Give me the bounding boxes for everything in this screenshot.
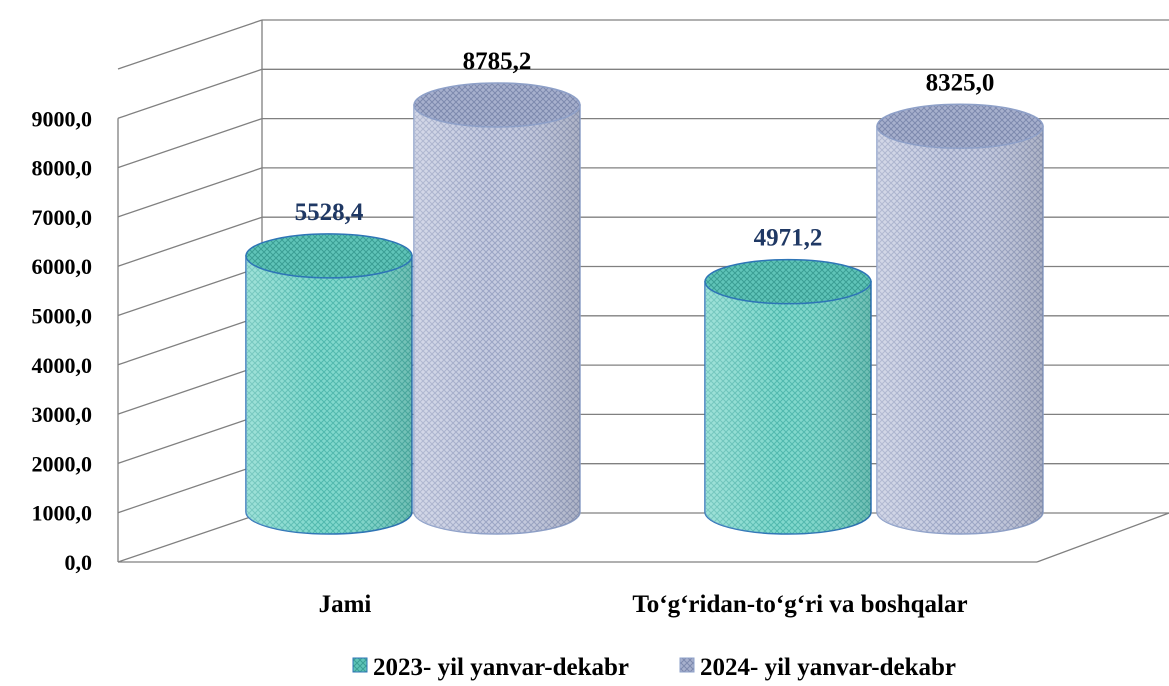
legend: 2023- yil yanvar-dekabr 2024- yil yanvar-… xyxy=(352,654,956,681)
gridline-side xyxy=(117,512,263,563)
gridline-side xyxy=(117,364,263,415)
data-label: 5528,4 xyxy=(295,199,364,226)
gridline-side xyxy=(117,413,263,465)
data-labels: 5528,4 4971,2 8785,2 8325,0 xyxy=(295,48,995,252)
legend-label: 2024- yil yanvar-dekabr xyxy=(700,654,956,681)
bar-2024-1 xyxy=(876,103,1044,535)
gridline-side xyxy=(117,68,263,119)
y-tick-label: 6000,0 xyxy=(32,254,93,279)
x-axis-categories: Jami To‘g‘ridan-to‘g‘ri va boshqalar xyxy=(319,591,968,618)
floor-right-edge xyxy=(1036,512,1169,563)
y-tick-label: 8000,0 xyxy=(32,156,93,181)
y-tick-label: 1000,0 xyxy=(32,501,93,526)
gridline-side xyxy=(117,117,263,169)
gridline-side xyxy=(117,167,263,218)
bar-2024-0 xyxy=(413,82,581,535)
legend-item: 2023- yil yanvar-dekabr xyxy=(352,654,629,681)
data-label: 8785,2 xyxy=(463,48,532,75)
y-tick-label: 5000,0 xyxy=(32,304,93,329)
bar-2023-1 xyxy=(704,258,872,535)
bar-2023-0 xyxy=(245,233,413,535)
legend-item: 2024- yil yanvar-dekabr xyxy=(679,654,956,681)
gridline-side xyxy=(117,463,263,514)
y-tick-label: 2000,0 xyxy=(32,451,93,476)
y-tick-label: 9000,0 xyxy=(32,106,93,131)
gridline-side xyxy=(117,216,263,267)
bars xyxy=(245,82,1044,535)
y-axis-ticks: 0,0 1000,0 2000,0 3000,0 4000,0 5000,0 6000,0 7… xyxy=(32,106,93,575)
category-label: Jami xyxy=(319,591,372,618)
data-label: 4971,2 xyxy=(754,225,823,252)
gridline-side xyxy=(117,315,263,366)
data-label: 8325,0 xyxy=(926,69,995,96)
y-tick-label: 0,0 xyxy=(65,550,93,575)
gridline-side xyxy=(117,265,263,317)
legend-swatch xyxy=(352,657,368,673)
y-tick-label: 4000,0 xyxy=(32,353,93,378)
gridline-side xyxy=(117,19,263,70)
category-label: To‘g‘ridan-to‘g‘ri va boshqalar xyxy=(632,591,967,618)
legend-swatch xyxy=(679,657,695,673)
y-tick-label: 7000,0 xyxy=(32,205,93,230)
y-tick-label: 3000,0 xyxy=(32,402,93,427)
legend-label: 2023- yil yanvar-dekabr xyxy=(373,654,629,681)
